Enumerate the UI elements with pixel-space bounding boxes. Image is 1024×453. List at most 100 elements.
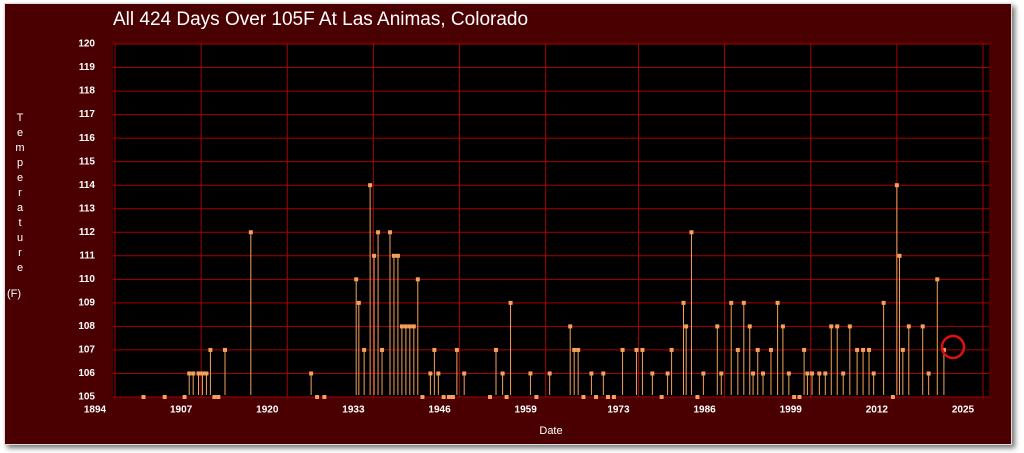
point bbox=[761, 371, 766, 376]
point bbox=[719, 371, 724, 376]
point bbox=[669, 347, 674, 352]
y-tick-label: 106 bbox=[78, 368, 95, 379]
point bbox=[420, 395, 425, 399]
point bbox=[684, 324, 689, 329]
point bbox=[601, 371, 606, 376]
x-tick-label: 1946 bbox=[428, 405, 451, 416]
x-tick-label: 2012 bbox=[866, 405, 889, 416]
point bbox=[432, 347, 437, 352]
point bbox=[867, 347, 872, 352]
point bbox=[415, 277, 420, 282]
y-tick-label: 119 bbox=[79, 62, 96, 73]
x-tick-label: 1907 bbox=[170, 405, 193, 416]
highlight-circle bbox=[940, 334, 966, 360]
point bbox=[589, 371, 594, 376]
point bbox=[640, 347, 645, 352]
point bbox=[747, 324, 752, 329]
point bbox=[881, 300, 886, 305]
point bbox=[805, 371, 810, 376]
point bbox=[695, 395, 700, 399]
point bbox=[362, 347, 367, 352]
point bbox=[701, 371, 706, 376]
point bbox=[187, 371, 192, 376]
point bbox=[436, 371, 441, 376]
point bbox=[926, 371, 931, 376]
point bbox=[780, 324, 785, 329]
point bbox=[200, 371, 205, 376]
point bbox=[462, 371, 467, 376]
point bbox=[861, 347, 866, 352]
y-tick-label: 113 bbox=[79, 203, 96, 214]
point bbox=[372, 253, 377, 258]
point bbox=[446, 395, 451, 399]
point bbox=[906, 324, 911, 329]
point bbox=[354, 277, 359, 282]
point bbox=[222, 347, 227, 352]
point bbox=[454, 347, 459, 352]
y-tick-label: 116 bbox=[79, 133, 96, 144]
point bbox=[894, 183, 899, 188]
point bbox=[659, 395, 664, 399]
point bbox=[755, 347, 760, 352]
point bbox=[689, 230, 694, 235]
x-tick-label: 1999 bbox=[780, 405, 803, 416]
x-tick-label: 2025 bbox=[952, 405, 975, 416]
point bbox=[605, 395, 610, 399]
chart-title: All 424 Days Over 105F At Las Animas, Co… bbox=[113, 9, 528, 30]
x-tick-label: 1973 bbox=[607, 405, 630, 416]
y-tick-label: 114 bbox=[79, 180, 96, 191]
point bbox=[581, 395, 586, 399]
point bbox=[786, 371, 791, 376]
point bbox=[547, 371, 552, 376]
y-axis-unit: (F) bbox=[7, 288, 22, 300]
point bbox=[941, 347, 946, 352]
point bbox=[576, 347, 581, 352]
y-tick-label: 105 bbox=[78, 392, 95, 403]
point bbox=[208, 347, 213, 352]
point bbox=[611, 395, 616, 399]
point bbox=[391, 253, 396, 258]
x-tick-label: 1894 bbox=[84, 405, 107, 416]
point bbox=[650, 371, 655, 376]
point bbox=[871, 371, 876, 376]
point bbox=[741, 300, 746, 305]
plot-area bbox=[113, 44, 989, 397]
point bbox=[634, 347, 639, 352]
point bbox=[356, 300, 361, 305]
point bbox=[488, 395, 493, 399]
point bbox=[141, 395, 146, 399]
point bbox=[568, 324, 573, 329]
point bbox=[387, 230, 392, 235]
y-tick-label: 108 bbox=[78, 321, 95, 332]
point bbox=[665, 371, 670, 376]
point bbox=[216, 395, 221, 399]
y-tick-label: 112 bbox=[79, 227, 96, 238]
point bbox=[528, 371, 533, 376]
point bbox=[810, 371, 815, 376]
point bbox=[855, 347, 860, 352]
y-tick-label: 115 bbox=[79, 156, 96, 167]
point bbox=[681, 300, 686, 305]
x-axis-label: Date bbox=[539, 425, 562, 437]
y-tick-label: 111 bbox=[79, 250, 95, 261]
point bbox=[841, 371, 846, 376]
point bbox=[450, 395, 455, 399]
y-tick-label: 107 bbox=[78, 345, 95, 356]
point bbox=[534, 395, 539, 399]
point bbox=[829, 324, 834, 329]
x-tick-label: 1959 bbox=[515, 405, 538, 416]
point bbox=[411, 324, 416, 329]
y-tick-label: 110 bbox=[79, 274, 96, 285]
x-tick-label: 1920 bbox=[256, 405, 279, 416]
point bbox=[248, 230, 253, 235]
point bbox=[322, 395, 327, 399]
point bbox=[162, 395, 167, 399]
point bbox=[315, 395, 320, 399]
x-tick-label: 1933 bbox=[342, 405, 365, 416]
y-axis-label: Temperature bbox=[14, 112, 26, 277]
point bbox=[620, 347, 625, 352]
y-tick-label: 118 bbox=[79, 86, 96, 97]
point bbox=[751, 371, 756, 376]
point bbox=[792, 395, 797, 399]
